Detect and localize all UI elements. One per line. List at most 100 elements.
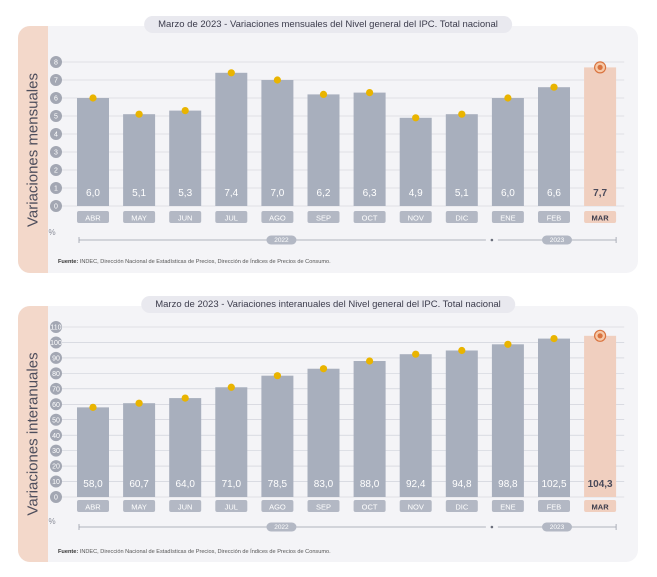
y-tick-label: 2 (54, 168, 58, 175)
category-label: ENE (500, 503, 515, 512)
category-label: NOV (408, 503, 424, 512)
y-tick-label: 90 (52, 356, 60, 363)
y-tick-label: 50 (52, 417, 60, 424)
category-pill (169, 211, 202, 223)
bar (584, 67, 617, 207)
value-label: 6,6 (547, 188, 561, 199)
value-label: 6,2 (317, 188, 331, 199)
data-point (412, 114, 420, 122)
y-tick-marker (50, 460, 62, 473)
value-label: 102,5 (541, 479, 566, 490)
value-label: 5,1 (455, 188, 469, 199)
side-band: Variaciones interanuales (18, 306, 48, 562)
bar (169, 398, 202, 497)
monthly-chart: 0 1 2 3 4 5 6 7 8% 6,0 ABR 5,1 MAY 5,3 JUN 7,4 JUL 7,0 AGO… (48, 56, 625, 245)
category-label: MAR (592, 214, 610, 223)
category-label: JUL (225, 503, 238, 512)
y-tick-label: 4 (54, 132, 58, 139)
category-label: AGO (269, 503, 286, 512)
year-label: 2022 (274, 237, 289, 244)
y-tick-label: 110 (50, 325, 61, 332)
source-note: Fuente: INDEC, Dirección Nacional de Est… (58, 259, 331, 265)
value-label: 5,1 (132, 188, 146, 199)
category-pill (538, 500, 570, 512)
category-label: AGO (269, 214, 286, 223)
category-pill (445, 500, 478, 512)
year-pill (266, 235, 297, 245)
source-label: Fuente: (58, 549, 79, 555)
data-point (550, 334, 558, 343)
data-point (550, 83, 558, 91)
bar (215, 72, 248, 206)
y-tick-label: 3 (54, 150, 58, 157)
chart-title: Marzo de 2023 - Variaciones interanuales… (141, 296, 515, 313)
data-point (366, 89, 374, 97)
y-tick-marker (50, 146, 62, 158)
value-label: 94,8 (452, 479, 472, 490)
category-pill (123, 500, 156, 512)
category-pill (261, 500, 294, 512)
side-band: Variaciones mensuales (18, 26, 48, 273)
y-tick-label: 70 (52, 386, 60, 393)
y-tick-label: 5 (54, 114, 58, 121)
source-note: Fuente: INDEC, Dirección Nacional de Est… (58, 549, 331, 555)
data-point (412, 350, 420, 358)
y-tick-label: 80 (52, 371, 60, 378)
data-point (135, 399, 143, 407)
category-pill (538, 211, 570, 223)
data-point (319, 365, 328, 373)
data-point (366, 357, 374, 365)
category-pill (77, 211, 109, 223)
y-tick-marker (50, 74, 62, 86)
value-label: 64,0 (175, 479, 195, 490)
y-tick-marker (50, 110, 62, 122)
category-label: OCT (362, 503, 378, 512)
y-tick-label: 7 (54, 78, 58, 85)
y-tick-marker (50, 200, 62, 212)
y-tick-label: 0 (54, 495, 58, 502)
data-point (89, 403, 97, 411)
y-tick-marker (50, 475, 62, 488)
source-text: INDEC, Dirección Nacional de Estadística… (79, 259, 331, 265)
value-label: 5,3 (178, 188, 192, 199)
highlight-dot-core (597, 64, 603, 70)
bar (169, 110, 202, 206)
category-pill (261, 211, 294, 223)
category-pill (353, 500, 386, 512)
data-point (181, 394, 189, 402)
data-point (273, 372, 281, 380)
source-text: INDEC, Dirección Nacional de Estadística… (79, 549, 331, 555)
data-point (135, 110, 143, 118)
y-tick-marker (50, 321, 62, 333)
category-label: OCT (362, 214, 378, 223)
bar (261, 80, 294, 206)
year-pill (266, 522, 297, 532)
y-tick-marker (50, 56, 62, 68)
unit-label: % (48, 228, 55, 237)
bar (538, 87, 570, 206)
y-tick-label: 60 (52, 402, 60, 409)
category-label: DIC (455, 214, 469, 223)
category-label: MAR (592, 503, 610, 512)
data-point (181, 107, 189, 115)
bar (307, 368, 340, 497)
category-label: JUL (225, 214, 238, 223)
bar (307, 94, 340, 206)
bar (215, 387, 248, 497)
y-tick-marker (50, 429, 62, 442)
data-point (227, 383, 235, 391)
category-label: ABR (85, 214, 101, 223)
bracket-separator (490, 525, 494, 529)
y-tick-label: 30 (52, 448, 60, 455)
y-tick-label: 10 (52, 479, 60, 486)
category-pill (584, 500, 617, 512)
value-label: 4,9 (409, 188, 423, 199)
bar (353, 92, 386, 206)
year-label: 2022 (274, 524, 289, 531)
annual-chart: 0 10 20 30 40 50 60 70 80 90 100 110% 58,0 ABR 60,7 MAY… (48, 321, 625, 532)
category-label: JUN (178, 214, 193, 223)
y-tick-marker (50, 336, 62, 349)
y-tick-marker (50, 382, 62, 395)
value-label: 71,0 (222, 479, 242, 490)
y-tick-marker (50, 367, 62, 380)
